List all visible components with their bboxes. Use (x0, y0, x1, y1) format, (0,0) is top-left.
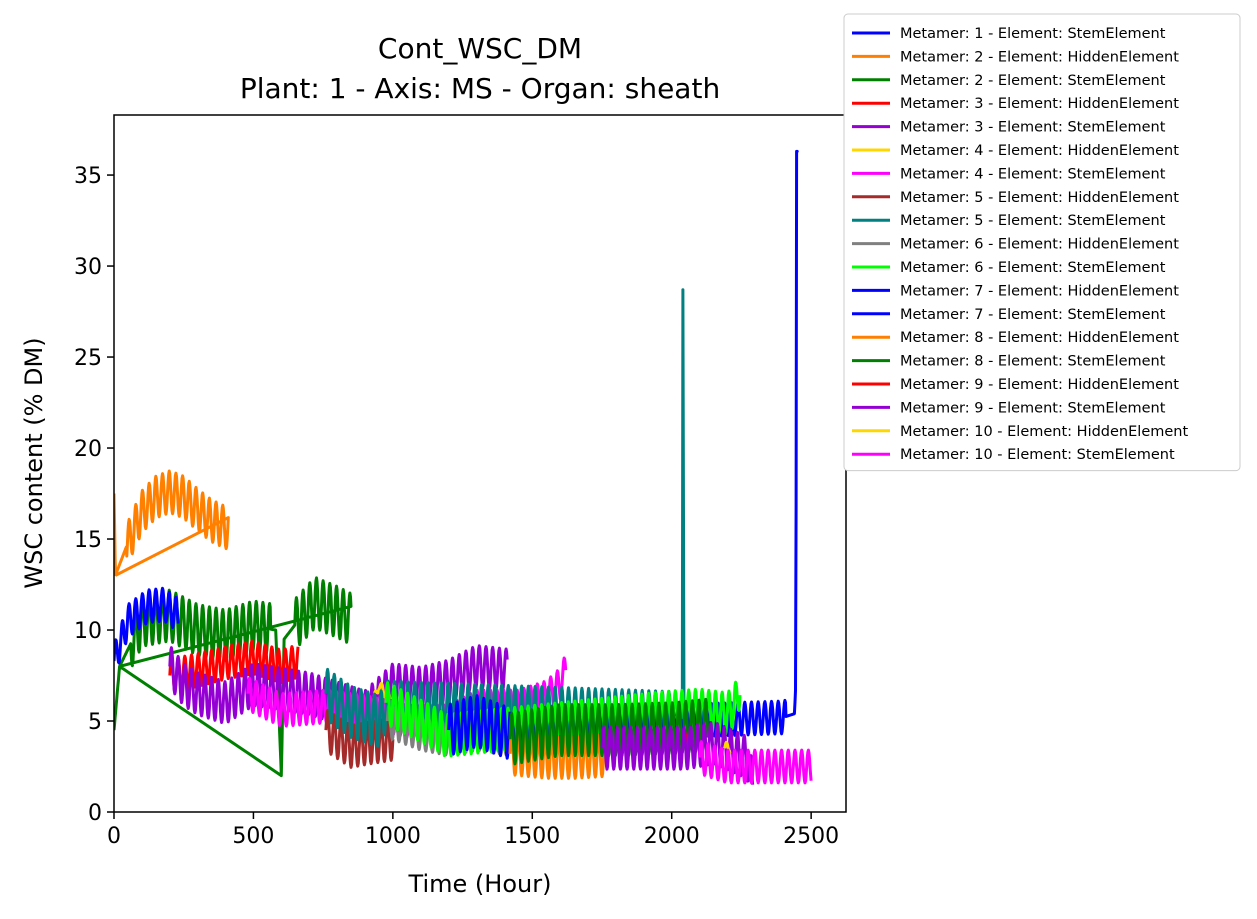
legend-entry: Metamer: 4 - Element: StemElement (900, 166, 1166, 182)
y-tick-label: 5 (88, 710, 102, 735)
legend-entry: Metamer: 6 - Element: HiddenElement (900, 237, 1179, 253)
x-tick-label: 1000 (365, 824, 421, 849)
y-tick-label: 25 (74, 346, 102, 371)
series-line (447, 694, 512, 760)
legend-entry: Metamer: 8 - Element: HiddenElement (900, 330, 1179, 346)
y-tick-label: 30 (74, 255, 102, 280)
x-axis-label: Time (Hour) (408, 870, 552, 898)
x-tick-label: 2500 (783, 824, 839, 849)
y-tick-label: 0 (88, 801, 102, 826)
legend-entry: Metamer: 9 - Element: HiddenElement (900, 377, 1179, 393)
x-tick-label: 1500 (504, 824, 560, 849)
legend: Metamer: 1 - Element: StemElement Metamer… (843, 13, 1241, 472)
series-layer (114, 149, 813, 785)
legend-entry: Metamer: 10 - Element: StemElement (900, 447, 1175, 463)
legend-entry: Metamer: 6 - Element: StemElement (900, 260, 1166, 276)
legend-entry: Metamer: 7 - Element: StemElement (900, 307, 1166, 323)
series-line (114, 586, 180, 665)
series-line (168, 639, 300, 693)
legend-box (843, 13, 1241, 472)
legend-entry: Metamer: 8 - Element: StemElement (900, 354, 1166, 370)
legend-entry: Metamer: 5 - Element: StemElement (900, 213, 1166, 229)
legend-entry: Metamer: 2 - Element: StemElement (900, 73, 1166, 89)
series-line (114, 469, 230, 577)
x-tick-label: 2000 (644, 824, 700, 849)
x-tick-label: 500 (232, 824, 274, 849)
legend-entry: Metamer: 9 - Element: StemElement (900, 400, 1166, 416)
ticks-layer: 0 500 1000 1500 2000 2500 0 5 10 15 20 25 30 35 (74, 164, 839, 849)
legend-entry: Metamer: 3 - Element: HiddenElement (900, 96, 1179, 112)
legend-entry: Metamer: 2 - Element: HiddenElement (900, 49, 1179, 65)
y-axis-label: WSC content (% DM) (20, 337, 48, 588)
legend-entry: Metamer: 7 - Element: HiddenElement (900, 283, 1179, 299)
x-tick-label: 0 (107, 824, 121, 849)
legend-entry: Metamer: 5 - Element: HiddenElement (900, 190, 1179, 206)
series-line (168, 644, 509, 734)
chart-title: Cont_WSC_DM (378, 32, 582, 65)
legend-entry: Metamer: 3 - Element: StemElement (900, 120, 1166, 136)
chart-subtitle: Plant: 1 - Axis: MS - Organ: sheath (240, 72, 720, 105)
series-line (698, 740, 813, 785)
y-tick-label: 10 (74, 619, 102, 644)
y-tick-label: 20 (74, 437, 102, 462)
y-tick-label: 35 (74, 164, 102, 189)
series-line (324, 708, 395, 769)
legend-entry: Metamer: 1 - Element: StemElement (900, 26, 1166, 42)
legend-entry: Metamer: 4 - Element: HiddenElement (900, 143, 1179, 159)
legend-entry: Metamer: 10 - Element: HiddenElement (900, 424, 1188, 440)
y-tick-label: 15 (74, 528, 102, 553)
